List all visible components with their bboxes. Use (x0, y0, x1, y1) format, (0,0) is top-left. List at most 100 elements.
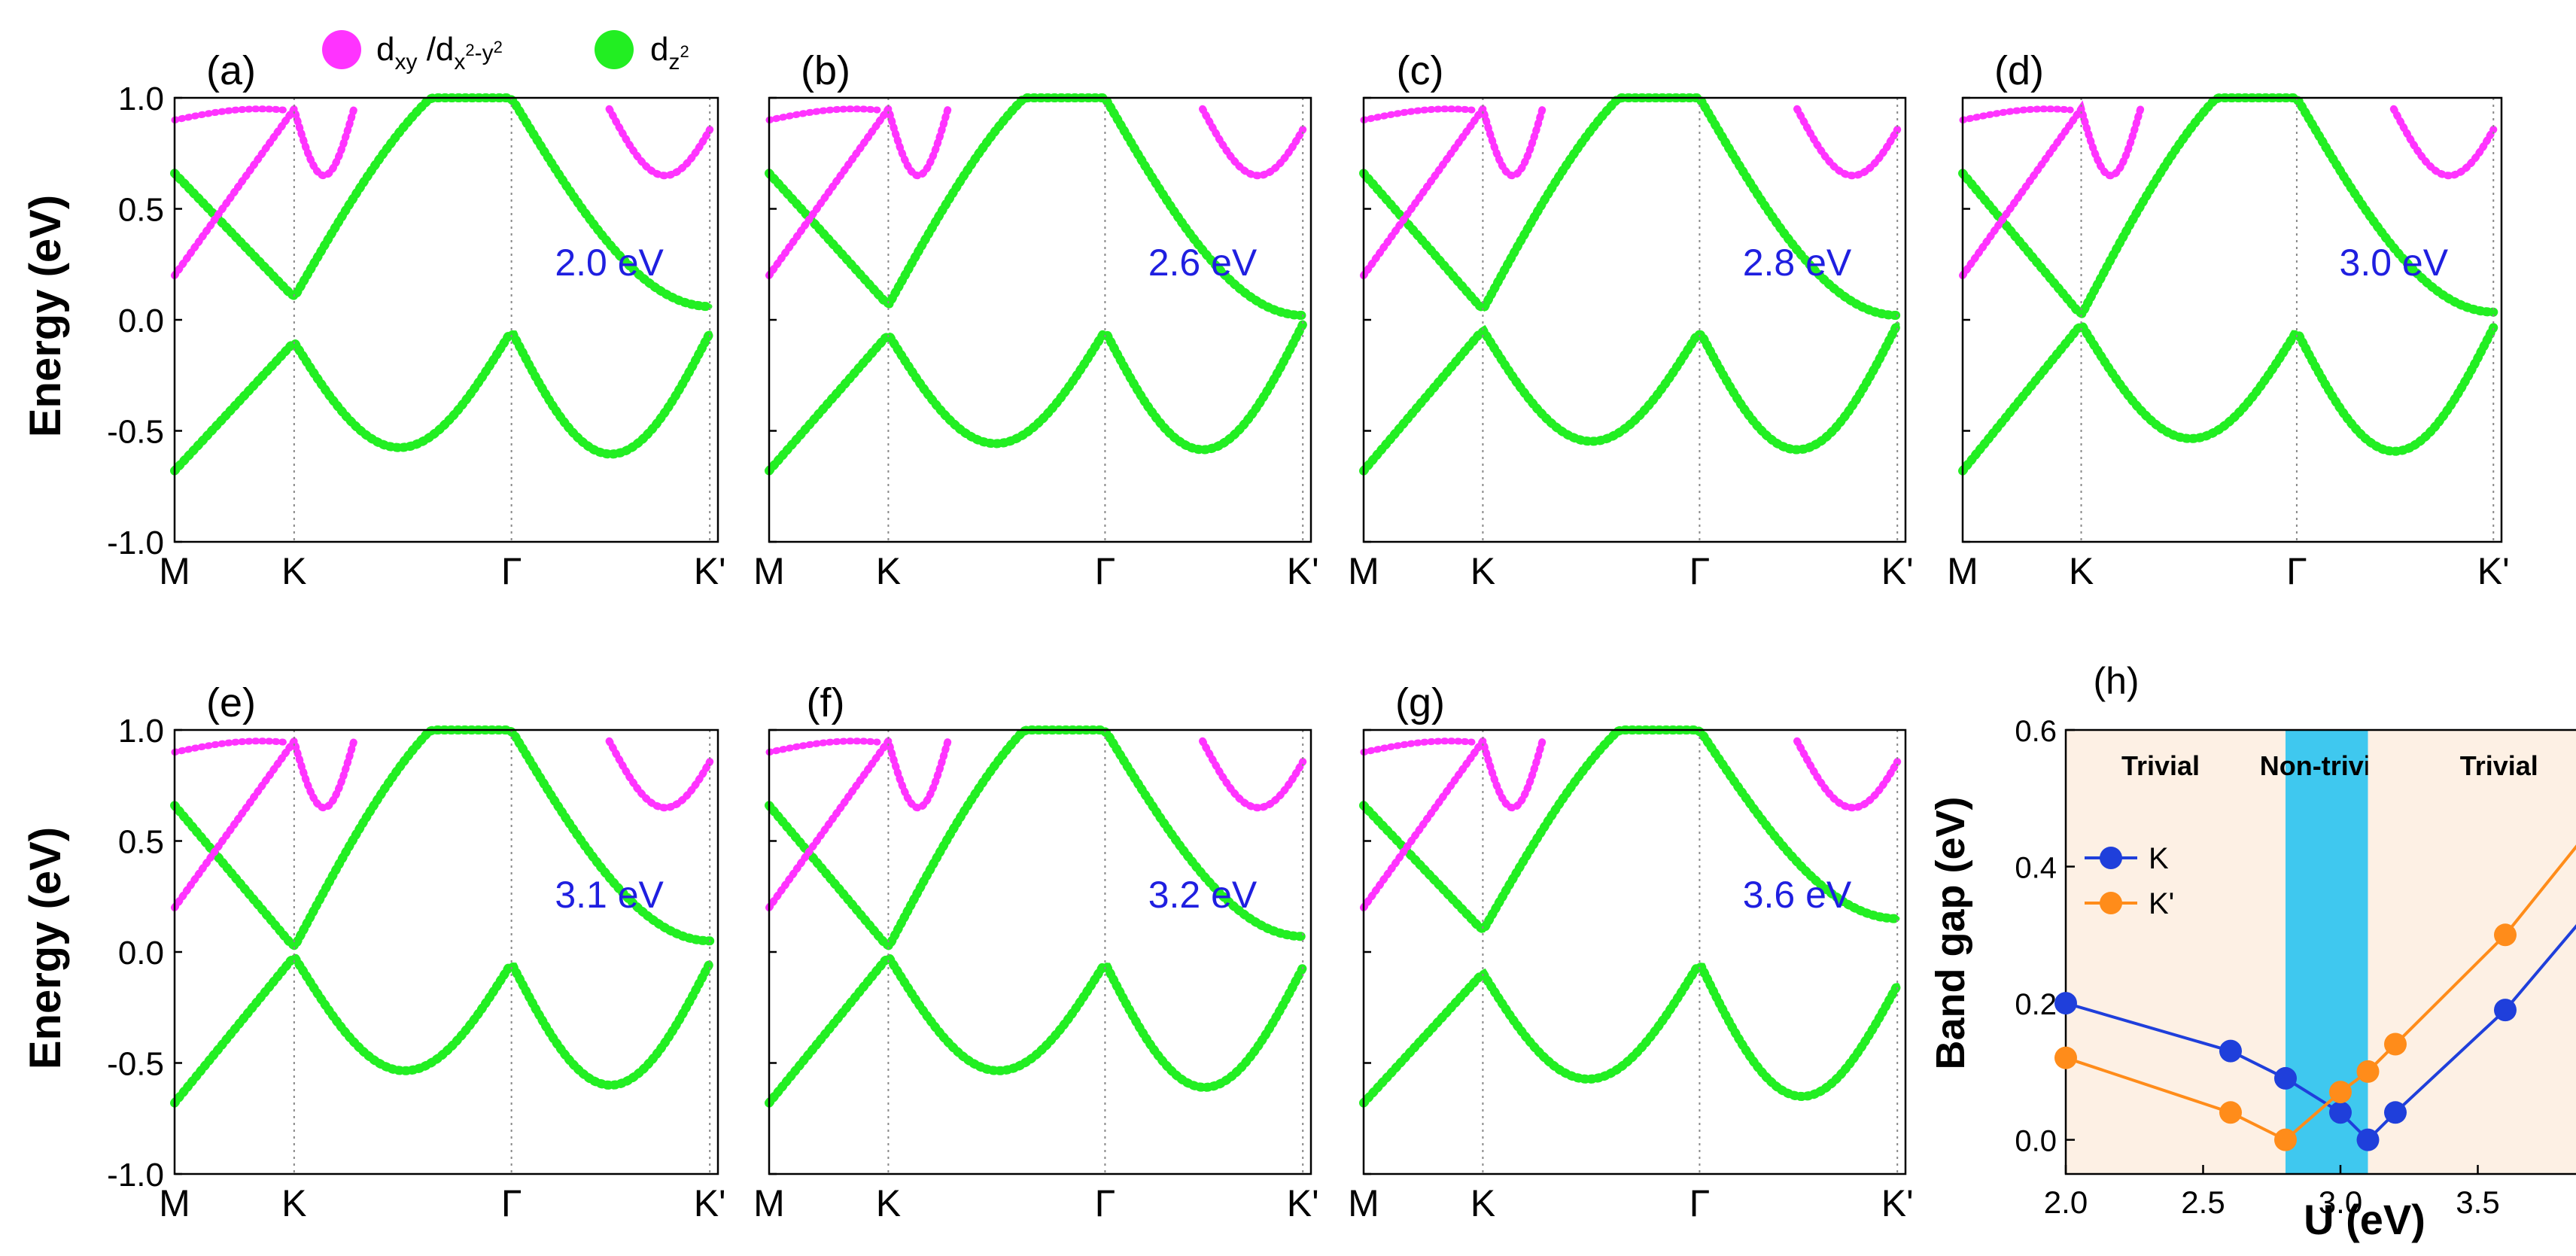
data-point-K' (2356, 1060, 2380, 1083)
valence-band-4-core (172, 954, 713, 1105)
panel-label: (g) (1395, 680, 1445, 725)
valence-band-1 (765, 319, 1308, 476)
kpath-label: M (159, 550, 190, 592)
data-point-K' (2494, 923, 2517, 947)
legend-marker-dz2 (595, 30, 634, 69)
u-value-label: 3.6 eV (1743, 874, 1852, 916)
dxy-band-3-core (1960, 104, 2143, 278)
dxy-top-band-3-core (1960, 107, 2073, 122)
ytick-label: -0.5 (107, 414, 164, 451)
region-label: Trivial (2460, 750, 2538, 781)
data-point-K (2384, 1101, 2407, 1124)
dxy-band-5-core (767, 736, 950, 910)
h-xtick-label: 2.0 (2044, 1185, 2088, 1220)
legend-marker (2100, 847, 2122, 869)
kpath-label: K (281, 1182, 306, 1224)
valence-band-6 (1359, 962, 1902, 1108)
ytick-label: 0.0 (118, 303, 164, 339)
dxy-right-band-6 (1793, 737, 1902, 812)
h-ytick-label: 0.2 (2015, 988, 2057, 1021)
data-point-K (2494, 999, 2517, 1022)
kpath-label: K (281, 550, 306, 592)
band-panel-d: M K Γ K' (d) 3.0 eV (1947, 48, 2510, 592)
kpath-label: Γ (1689, 1182, 1711, 1224)
dxy-top-band-2-core (1361, 107, 1474, 122)
h-xtick-label: 3.5 (2456, 1185, 2499, 1220)
data-point-K' (2219, 1101, 2242, 1124)
h-axes: 0.00.20.40.62.02.53.03.54.0 (2015, 715, 2576, 1220)
legend-label-dz2: dz2 (650, 31, 689, 75)
data-point-K (2219, 1039, 2242, 1063)
legend-label: K (2149, 842, 2169, 875)
dxy-top-band-0-core (172, 107, 285, 122)
dxy-top-band-1-core (767, 107, 880, 122)
h-ytick-label: 0.0 (2015, 1125, 2057, 1158)
kpath-label: K' (694, 1182, 726, 1224)
band-panel-f: M K Γ K' (f) 3.2 eV (753, 680, 1318, 1224)
dxy-band-6-core (1361, 736, 1545, 910)
kpath-label: K' (1287, 550, 1319, 592)
dxy-band-1-core (767, 104, 950, 278)
ytick-label: 0.5 (118, 192, 164, 229)
panel-label: (e) (206, 680, 256, 725)
valence-band-5-core (766, 954, 1306, 1105)
u-value-label: 3.0 eV (2340, 242, 2449, 284)
dxy-band-0 (171, 100, 358, 279)
ytick-label: 1.0 (118, 713, 164, 750)
kpath-label: K' (1881, 1182, 1914, 1224)
kpath-label: M (1947, 550, 1978, 592)
h-xtick-label: 2.5 (2181, 1185, 2225, 1220)
u-value-label: 2.8 eV (1743, 242, 1852, 284)
kpath-label: K (1470, 1182, 1495, 1224)
h-ytick-label: 0.4 (2015, 852, 2057, 885)
dxy-right-band-2-core (1795, 107, 1899, 178)
dxy-right-band-2 (1793, 105, 1902, 180)
ytick-label: -0.5 (107, 1046, 164, 1083)
kpath-label: Γ (501, 550, 522, 592)
legend-marker-dxy (322, 30, 361, 69)
data-point-K' (2274, 1128, 2297, 1151)
ytick-label: 1.0 (118, 81, 164, 117)
panel-label: (b) (801, 48, 850, 93)
kpath-label: M (159, 1182, 190, 1224)
data-point-K' (2329, 1081, 2352, 1104)
u-value-label: 2.6 eV (1148, 242, 1258, 284)
h-xtick-label: 3.0 (2319, 1185, 2362, 1220)
band-panel-b: M K Γ K' (b) 2.6 eV (753, 48, 1318, 592)
kpath-label: K (1470, 550, 1495, 592)
kpath-label: K' (2477, 550, 2510, 592)
bandgap-panel-h: (h) Trivial Non-trivial Trivial 0.0 0.2 0.4 0… (1928, 660, 2576, 1243)
phase-regions: Trivial Non-trivial Trivial (2066, 730, 2576, 1174)
dxy-right-band-1-core (1200, 107, 1305, 178)
valence-band-0-core (172, 330, 713, 473)
data-point-K' (2054, 1046, 2077, 1069)
dxy-right-band-0 (605, 105, 714, 180)
region-1 (2286, 730, 2368, 1174)
kpath-label: K (876, 550, 901, 592)
dxy-right-band-3-core (2392, 107, 2496, 178)
data-point-K (2356, 1128, 2380, 1151)
dxy-right-band-4 (605, 737, 714, 812)
kpath-label: M (753, 1182, 785, 1224)
ytick-label: -1.0 (107, 525, 164, 561)
dxy-band-0-core (172, 104, 357, 278)
ytick-label: 0.0 (118, 935, 164, 972)
data-point-K (2329, 1101, 2352, 1124)
dxy-top-band-5-core (767, 739, 880, 754)
kpath-label: K (2069, 550, 2094, 592)
region-2 (2368, 730, 2576, 1174)
dxy-right-band-0-core (607, 107, 712, 178)
band-panel-c: M K Γ K' (c) 2.8 eV (1348, 48, 1913, 592)
dxy-right-band-1 (1199, 105, 1307, 180)
panel-label: (f) (807, 680, 845, 725)
dxy-top-band-6-core (1361, 739, 1474, 754)
kpath-label: K' (694, 550, 726, 592)
kpath-label: Γ (1689, 550, 1711, 592)
dxy-right-band-6-core (1795, 739, 1899, 810)
valence-band-3-core (1960, 322, 2496, 473)
valence-band-2-core (1361, 321, 1900, 473)
band-panel-g: M K Γ K' (g) 3.6 eV (1348, 680, 1913, 1224)
kpath-label: Γ (2286, 550, 2307, 592)
dxy-band-4-core (172, 736, 357, 910)
